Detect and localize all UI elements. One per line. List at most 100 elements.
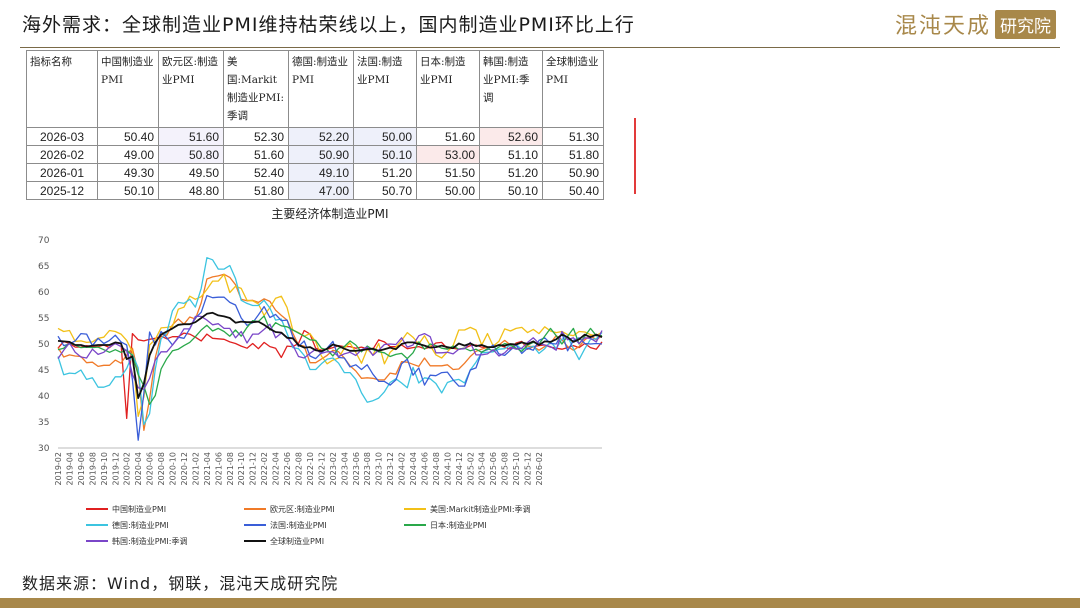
table-cell: 50.00 — [353, 127, 417, 146]
series-line — [57, 294, 603, 441]
table-cell: 50.10 — [479, 181, 543, 200]
table-cell: 50.40 — [542, 181, 604, 200]
table-cell: 52.30 — [223, 127, 289, 146]
table-cell: 51.60 — [158, 127, 224, 146]
table-cell: 51.60 — [223, 145, 289, 164]
table-cell: 50.80 — [158, 145, 224, 164]
table-cell: 51.80 — [542, 145, 604, 164]
x-tick-label: 2019-12 — [111, 452, 120, 485]
x-tick-label: 2022-06 — [283, 452, 292, 485]
x-tick-label: 2021-12 — [249, 452, 258, 485]
table-cell: 50.10 — [97, 181, 159, 200]
y-tick-label: 45 — [38, 366, 49, 376]
x-tick-label: 2021-08 — [226, 452, 235, 485]
x-tick-label: 2026-02 — [535, 452, 544, 485]
table-header-cell: 欧元区:制造业PMI — [158, 50, 224, 128]
legend-label: 中国制造业PMI — [112, 504, 166, 514]
legend-label: 美国:Markit制造业PMI:季调 — [430, 504, 531, 514]
x-tick-label: 2019-10 — [100, 452, 109, 485]
series-line — [57, 273, 603, 417]
legend-label: 欧元区:制造业PMI — [270, 504, 335, 514]
x-tick-label: 2021-02 — [191, 452, 200, 485]
y-tick-label: 50 — [38, 340, 50, 350]
x-tick-label: 2024-04 — [409, 452, 418, 485]
x-tick-label: 2022-08 — [295, 452, 304, 485]
x-tick-label: 2023-08 — [363, 452, 372, 485]
table-header-cell: 法国:制造业PMI — [353, 50, 417, 128]
table-cell-date: 2025-12 — [26, 181, 98, 200]
table-cell: 51.50 — [416, 163, 480, 182]
table-row: 2025-12 50.10 48.80 51.80 47.00 50.70 50.00 50.… — [26, 181, 604, 200]
y-tick-label: 60 — [38, 288, 50, 298]
x-tick-label: 2023-12 — [386, 452, 395, 485]
table-row: 2026-01 49.30 49.50 52.40 49.10 51.20 51.50 51.… — [26, 163, 604, 182]
header-divider — [20, 47, 1060, 48]
table-header-cell: 中国制造业PMI — [97, 50, 159, 128]
table-cell: 50.70 — [353, 181, 417, 200]
table-cell: 49.00 — [97, 145, 159, 164]
x-tick-label: 2019-04 — [65, 452, 74, 485]
x-tick-label: 2020-04 — [134, 452, 143, 485]
x-tick-label: 2022-04 — [272, 452, 281, 485]
table-cell: 50.90 — [542, 163, 604, 182]
x-tick-label: 2025-04 — [478, 452, 487, 485]
content-panel: 指标名称 中国制造业PMI 欧元区:制造业PMI 美国:Markit制造业PMI… — [26, 50, 636, 558]
x-tick-label: 2022-10 — [306, 452, 315, 485]
table-cell: 49.30 — [97, 163, 159, 182]
x-tick-label: 2025-12 — [524, 452, 533, 485]
y-tick-label: 55 — [38, 314, 49, 324]
page-title: 海外需求：全球制造业PMI维持枯荣线以上，国内制造业PMI环比上行 — [22, 14, 635, 36]
table-cell: 49.50 — [158, 163, 224, 182]
chart-title: 主要经济体制造业PMI — [271, 206, 388, 221]
table-cell: 50.90 — [288, 145, 354, 164]
series-line — [57, 315, 603, 390]
table-header-cell: 全球制造业PMI — [542, 50, 604, 128]
table-row: 2026-03 50.40 51.60 52.30 52.20 50.00 51.60 52.… — [26, 127, 604, 146]
table-cell-date: 2026-01 — [26, 163, 98, 182]
table-cell: 51.20 — [353, 163, 417, 182]
x-tick-label: 2020-06 — [146, 452, 155, 485]
table-header-cell: 德国:制造业PMI — [288, 50, 354, 128]
x-tick-label: 2020-10 — [169, 452, 178, 485]
x-tick-label: 2023-04 — [340, 452, 349, 485]
table-cell: 52.60 — [479, 127, 543, 146]
logo-brand-text: 混沌天成 — [894, 14, 991, 39]
table-cell: 51.20 — [479, 163, 543, 182]
table-header-row: 指标名称 中国制造业PMI 欧元区:制造业PMI 美国:Markit制造业PMI… — [26, 50, 604, 128]
table-header-cell: 指标名称 — [26, 50, 98, 128]
y-tick-label: 40 — [38, 392, 50, 402]
table-cell-date: 2026-03 — [26, 127, 98, 146]
table-cell: 50.10 — [353, 145, 417, 164]
series-line — [57, 315, 602, 405]
legend-label: 全球制造业PMI — [270, 536, 324, 546]
y-tick-label: 70 — [38, 236, 50, 246]
table-cell: 53.00 — [416, 145, 480, 164]
x-tick-label: 2025-10 — [512, 452, 521, 485]
table-cell: 48.80 — [158, 181, 224, 200]
legend-label: 韩国:制造业PMI:季调 — [112, 536, 187, 546]
table-header-cell: 韩国:制造业PMI:季调 — [479, 50, 543, 128]
x-tick-label: 2024-06 — [420, 452, 429, 485]
x-tick-label: 2019-08 — [88, 452, 97, 485]
y-tick-label: 35 — [38, 418, 49, 428]
x-tick-label: 2025-08 — [501, 452, 510, 485]
table-cell: 50.40 — [97, 127, 159, 146]
x-tick-label: 2021-04 — [203, 452, 212, 485]
x-tick-label: 2022-02 — [260, 452, 269, 485]
x-tick-label: 2021-06 — [214, 452, 223, 485]
series-line — [57, 311, 603, 400]
x-tick-label: 2023-02 — [329, 452, 338, 485]
x-tick-label: 2024-08 — [432, 452, 441, 485]
table-cell-date: 2026-02 — [26, 145, 98, 164]
pmi-table: 指标名称 中国制造业PMI 欧元区:制造业PMI 美国:Markit制造业PMI… — [26, 50, 604, 200]
footer-bar — [0, 598, 1080, 608]
table-cell: 52.20 — [288, 127, 354, 146]
x-tick-label: 2023-06 — [352, 452, 361, 485]
legend-label: 日本:制造业PMI — [430, 520, 487, 530]
x-tick-label: 2021-10 — [237, 452, 246, 485]
highlight-marker — [634, 118, 636, 194]
x-tick-label: 2023-10 — [375, 452, 384, 485]
x-tick-label: 2024-10 — [443, 452, 452, 485]
table-cell: 51.10 — [479, 145, 543, 164]
brand-logo: 混沌天成 研究院 — [895, 8, 1056, 40]
